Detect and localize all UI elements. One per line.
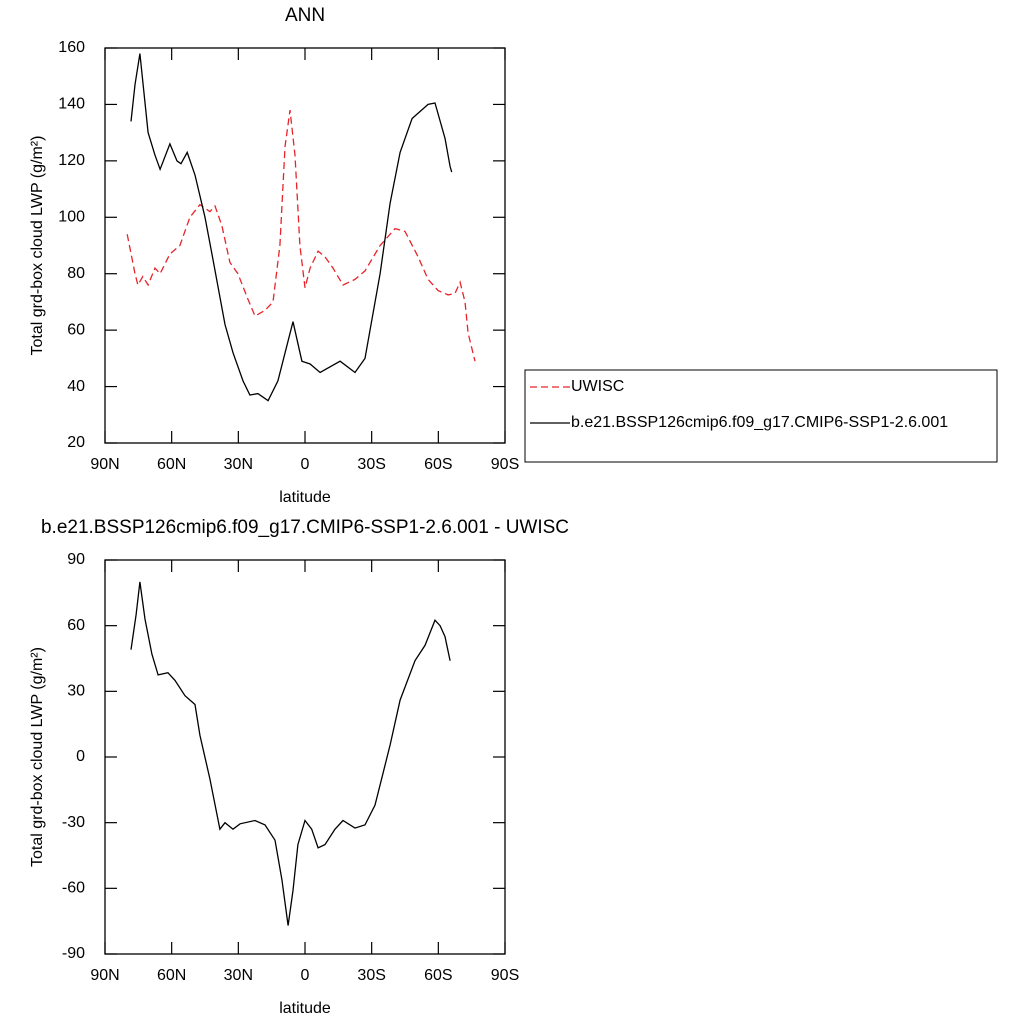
y-tick-label: 40 — [67, 378, 85, 395]
y-tick-label: -60 — [62, 880, 85, 897]
legend-box — [524, 369, 998, 463]
x-tick-label: 0 — [301, 967, 310, 984]
x-axis-label: latitude — [279, 1000, 331, 1017]
x-tick-label: 60S — [424, 967, 452, 984]
y-tick-label: 80 — [67, 265, 85, 282]
x-tick-label: 30N — [224, 967, 253, 984]
x-tick-label: 0 — [301, 456, 310, 473]
data-line — [130, 581, 451, 926]
y-tick-label: 60 — [67, 617, 85, 634]
y-tick-label: 0 — [76, 748, 85, 765]
data-line — [130, 53, 453, 402]
y-tick-label: 120 — [58, 152, 85, 169]
data-line — [126, 110, 476, 362]
chart-title: ANN — [285, 5, 325, 26]
y-axis-label: Total grd-box cloud LWP (g/m²) — [29, 136, 46, 356]
y-tick-label: 30 — [67, 683, 85, 700]
x-tick-label: 30S — [357, 456, 385, 473]
x-tick-label: 60N — [157, 456, 186, 473]
y-tick-label: 100 — [58, 209, 85, 226]
plot-frame — [104, 47, 506, 444]
y-tick-label: 160 — [58, 39, 85, 56]
x-tick-label: 90S — [491, 456, 519, 473]
legend-label: UWISC — [571, 378, 624, 395]
x-axis-label: latitude — [279, 489, 331, 506]
y-tick-label: 140 — [58, 96, 85, 113]
y-tick-label: -90 — [62, 945, 85, 962]
x-tick-label: 60S — [424, 456, 452, 473]
plot-frame — [104, 559, 506, 955]
chart-title: b.e21.BSSP126cmip6.f09_g17.CMIP6-SSP1-2.… — [41, 517, 569, 538]
legend-label: b.e21.BSSP126cmip6.f09_g17.CMIP6-SSP1-2.… — [571, 414, 948, 431]
x-tick-label: 90N — [90, 456, 119, 473]
y-tick-label: -30 — [62, 814, 85, 831]
y-axis-label: Total grd-box cloud LWP (g/m²) — [29, 647, 46, 867]
x-tick-label: 90N — [90, 967, 119, 984]
x-tick-label: 60N — [157, 967, 186, 984]
y-tick-label: 20 — [67, 434, 85, 451]
x-tick-label: 90S — [491, 967, 519, 984]
y-tick-label: 60 — [67, 321, 85, 338]
y-tick-label: 90 — [67, 551, 85, 568]
x-tick-label: 30S — [357, 967, 385, 984]
x-tick-label: 30N — [224, 456, 253, 473]
